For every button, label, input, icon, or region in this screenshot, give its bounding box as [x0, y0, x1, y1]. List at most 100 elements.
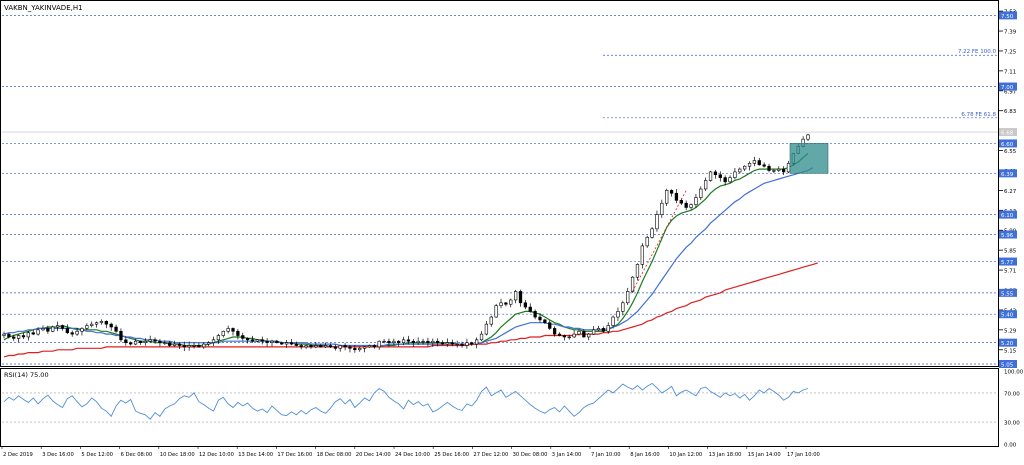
candle-body	[328, 345, 333, 348]
candle-body	[699, 188, 703, 198]
time-tick-label: 7 Jan 10:00	[591, 452, 621, 458]
candle-body	[577, 330, 581, 335]
candle-body	[163, 342, 167, 344]
candle-body	[85, 325, 89, 329]
candle-body	[694, 197, 698, 205]
candle-body	[470, 342, 474, 345]
candle-body	[426, 340, 430, 343]
candle-body	[416, 340, 420, 343]
candle-body	[319, 345, 323, 348]
candle-body	[202, 343, 206, 348]
candle-body	[70, 332, 74, 335]
candle-body	[197, 345, 201, 348]
candle-body	[781, 168, 786, 173]
candle-body	[704, 180, 708, 190]
candle-body	[806, 134, 810, 140]
candle-body	[241, 335, 245, 339]
candle-body	[591, 329, 596, 335]
current-price-tag-text: 6.68	[1001, 131, 1014, 137]
candle-body	[36, 329, 40, 335]
candle-body	[143, 340, 147, 343]
candle-body	[665, 190, 669, 204]
time-tick-label: 27 Dec 12:00	[473, 452, 508, 458]
candle-body	[16, 335, 21, 339]
candle-body	[289, 342, 294, 345]
level-price-tag-text: 6.60	[1001, 142, 1014, 148]
price-tick-label: 7.11	[1004, 69, 1016, 75]
candle-body	[762, 164, 766, 167]
candle-body	[377, 340, 381, 348]
candle-body	[572, 333, 576, 338]
candle-body	[94, 322, 99, 325]
candles-layer	[2, 133, 810, 353]
candle-body	[323, 345, 328, 348]
candle-body	[504, 302, 508, 305]
candle-body	[767, 165, 771, 171]
candle-body	[168, 342, 172, 346]
candle-body	[51, 326, 55, 332]
candle-body	[567, 336, 571, 339]
level-price-tag-text: 5.40	[1001, 313, 1014, 319]
candle-body	[509, 299, 513, 305]
trend-line	[632, 190, 687, 292]
candle-body	[245, 338, 250, 341]
candle-body	[343, 345, 347, 348]
rsi-line	[3, 382, 809, 420]
candle-body	[348, 346, 352, 349]
candle-body	[445, 342, 450, 345]
price-levels-layer	[2, 15, 998, 365]
time-tick-label: 15 Jan 14:00	[748, 452, 781, 458]
candle-body	[743, 165, 747, 170]
time-tick-label: 12 Dec 10:00	[199, 452, 234, 458]
time-axis: 2 Dec 2019 3 Dec 16:00 5 Dec 12:00 6 Dec 08…	[1, 446, 820, 458]
candle-body	[455, 343, 459, 346]
candle-body	[611, 316, 615, 326]
candle-body	[406, 339, 411, 342]
candle-body	[26, 332, 31, 338]
chart-title: VAKBN_YAKINVADE,H1	[4, 4, 83, 12]
candle-body	[60, 325, 65, 329]
candle-body	[626, 291, 630, 304]
level-price-tag	[999, 360, 1017, 368]
price-tick-label: 7.25	[1004, 49, 1017, 55]
level-price-tag	[999, 288, 1017, 297]
time-tick-label: 30 Dec 08:00	[513, 452, 548, 458]
candle-body	[133, 340, 138, 345]
candle-body	[479, 333, 484, 341]
rsi-tick-label: 100.00	[1004, 370, 1024, 376]
moving-average-line	[3, 152, 809, 348]
candle-body	[582, 330, 586, 338]
candle-body	[250, 339, 255, 342]
candle-body	[518, 291, 523, 304]
level-price-tag-text: 6.10	[1001, 213, 1014, 219]
candle-body	[119, 330, 123, 341]
price-tick-label: 7.39	[1004, 30, 1017, 36]
level-price-tag	[999, 310, 1017, 319]
candle-body	[129, 342, 133, 345]
target-zone-box	[789, 143, 829, 174]
candle-body	[260, 339, 264, 342]
time-tick-label: 3 Dec 16:00	[42, 452, 74, 458]
candle-body	[484, 323, 489, 335]
price-tick-label: 6.83	[1004, 109, 1017, 115]
level-price-tag-text: 5.55	[1001, 291, 1014, 297]
level-price-tag	[999, 230, 1017, 239]
candle-body	[757, 160, 761, 166]
candle-body	[124, 339, 128, 343]
candle-body	[723, 177, 727, 183]
time-tick-label: 10 Jan 12:00	[669, 452, 702, 458]
level-price-tag-text: 6.39	[1001, 172, 1014, 178]
candle-body	[382, 340, 386, 343]
candle-body	[772, 170, 776, 172]
annotations-layer: 7.22 FE 100.0 6.78 FE 61.8	[603, 49, 998, 292]
price-tick-label: 5.29	[1004, 328, 1017, 334]
candle-body	[358, 348, 362, 351]
candle-body	[90, 323, 94, 326]
level-price-tag-text: 5.96	[1001, 233, 1014, 239]
candle-body	[294, 343, 299, 346]
candle-body	[207, 342, 211, 345]
time-tick-label: 25 Dec 16:00	[434, 452, 469, 458]
level-price-tag	[999, 210, 1017, 219]
